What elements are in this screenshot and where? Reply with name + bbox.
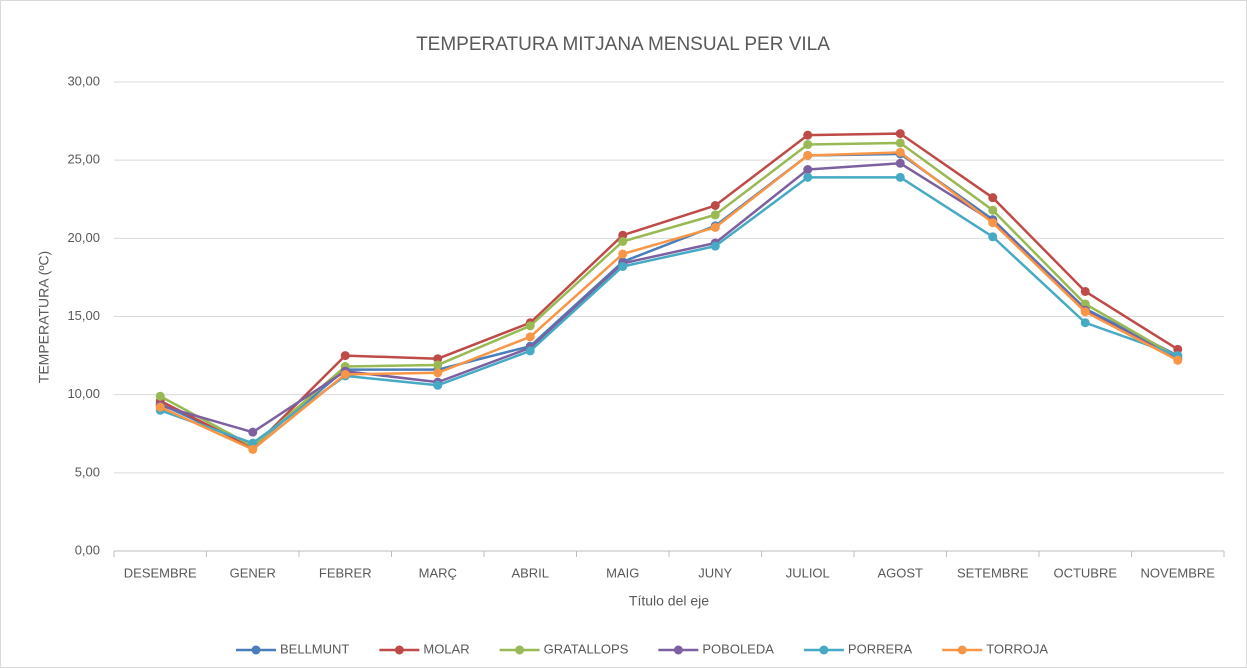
- x-axis-title: Título del eje: [629, 593, 709, 609]
- data-point: [618, 261, 628, 271]
- data-point: [1173, 355, 1183, 365]
- data-point: [895, 138, 905, 148]
- data-point: [1080, 299, 1090, 309]
- data-point: [340, 351, 350, 361]
- x-tick-label: OCTUBRE: [1053, 565, 1117, 580]
- data-point: [895, 158, 905, 168]
- x-tick-label: SETEMBRE: [957, 565, 1029, 580]
- x-tick-label: ABRIL: [511, 565, 549, 580]
- x-tick-label: GENER: [230, 565, 276, 580]
- x-tick-label: JULIOL: [786, 565, 830, 580]
- data-point: [803, 150, 813, 160]
- legend-marker: [515, 645, 525, 655]
- data-point: [1080, 318, 1090, 328]
- legend-marker: [819, 645, 829, 655]
- data-point: [710, 201, 720, 211]
- y-tick-label: 20,00: [67, 230, 100, 245]
- data-point: [803, 130, 813, 140]
- data-point: [433, 368, 443, 378]
- data-point: [618, 236, 628, 246]
- y-tick-label: 25,00: [67, 152, 100, 167]
- x-tick-label: DESEMBRE: [124, 565, 197, 580]
- x-tick-label: MAIG: [606, 565, 639, 580]
- y-axis-title: TEMPERATURA (ºC): [36, 251, 52, 383]
- data-point: [895, 147, 905, 157]
- chart-title: TEMPERATURA MITJANA MENSUAL PER VILA: [416, 34, 830, 55]
- x-tick-label: FEBRER: [319, 565, 372, 580]
- legend-label: TORROJA: [986, 641, 1048, 656]
- data-point: [433, 354, 443, 364]
- series-line: [159, 132, 1179, 450]
- data-point: [340, 369, 350, 379]
- data-point: [895, 129, 905, 139]
- data-point: [803, 165, 813, 175]
- data-point: [1173, 344, 1183, 354]
- y-tick-label: 15,00: [67, 308, 100, 323]
- y-tick-label: 0,00: [75, 542, 100, 557]
- y-tick-label: 10,00: [67, 386, 100, 401]
- x-tick-label: AGOST: [877, 565, 923, 580]
- data-point: [525, 321, 535, 331]
- data-point: [988, 193, 998, 203]
- data-point: [155, 402, 165, 412]
- legend-marker: [251, 645, 261, 655]
- data-point: [895, 172, 905, 182]
- legend-label: BELLMUNT: [280, 641, 349, 656]
- x-tick-label: NOVEMBRE: [1141, 565, 1216, 580]
- data-point: [803, 140, 813, 150]
- legend-label: GRATALLOPS: [544, 641, 629, 656]
- y-tick-label: 30,00: [67, 73, 100, 88]
- data-point: [155, 391, 165, 401]
- legend-label: MOLAR: [423, 641, 469, 656]
- data-point: [433, 360, 443, 370]
- x-tick-label: JUNY: [698, 565, 732, 580]
- data-point: [248, 427, 258, 437]
- data-point: [1080, 286, 1090, 296]
- data-point: [710, 241, 720, 251]
- data-point: [618, 249, 628, 259]
- x-tick-label: MARÇ: [419, 565, 457, 580]
- data-point: [988, 218, 998, 228]
- data-point: [618, 230, 628, 240]
- legend-marker: [394, 645, 404, 655]
- data-point: [248, 444, 258, 454]
- legend-marker: [673, 645, 683, 655]
- series-line: [159, 141, 1179, 448]
- data-point: [248, 438, 258, 448]
- data-point: [525, 332, 535, 342]
- data-point: [710, 222, 720, 232]
- y-tick-label: 5,00: [75, 464, 100, 479]
- legend-label: POBOLEDA: [702, 641, 774, 656]
- data-point: [433, 380, 443, 390]
- series-line: [159, 151, 1179, 451]
- data-point: [710, 210, 720, 220]
- legend-marker: [957, 645, 967, 655]
- data-point: [525, 346, 535, 356]
- data-point: [803, 172, 813, 182]
- data-point: [988, 205, 998, 215]
- data-point: [1080, 307, 1090, 317]
- data-point: [988, 232, 998, 242]
- legend-label: PORRERA: [848, 641, 913, 656]
